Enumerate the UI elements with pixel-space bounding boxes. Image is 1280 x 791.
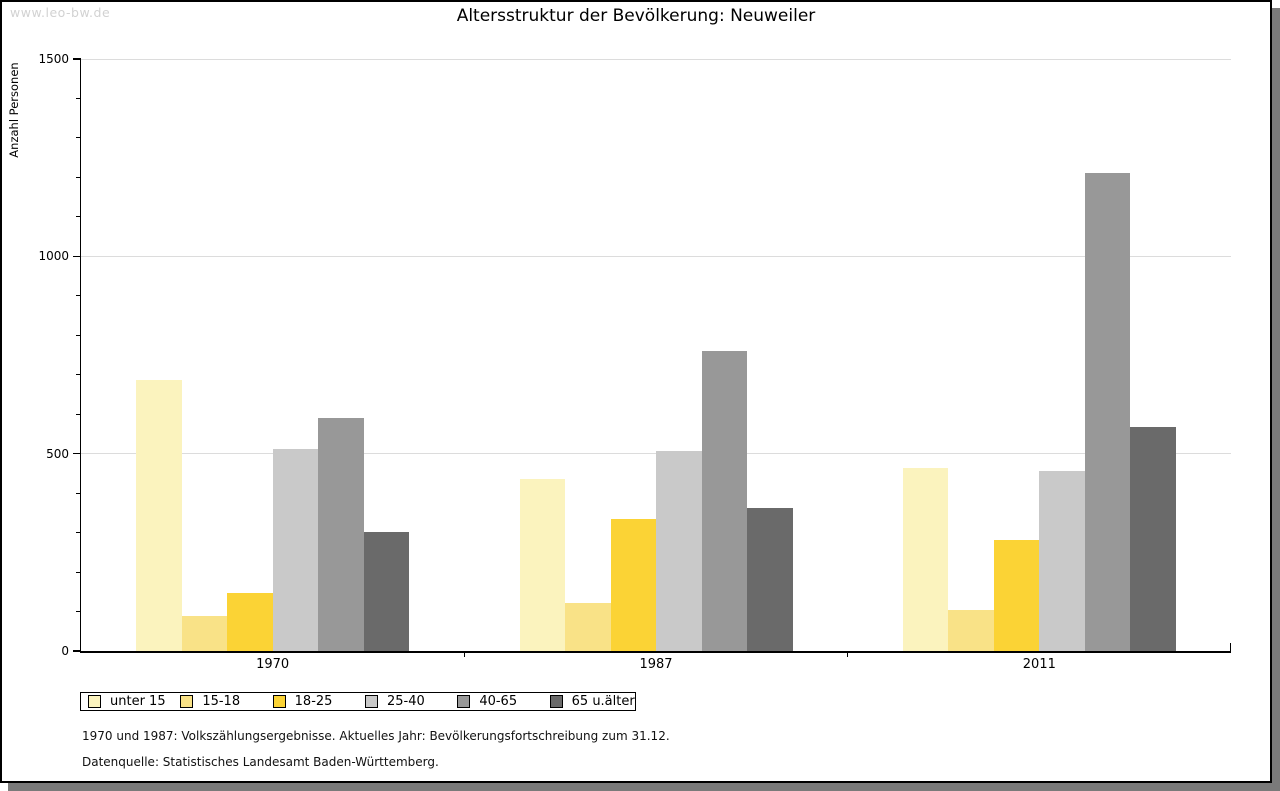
bar	[519, 478, 565, 651]
bar	[747, 508, 793, 651]
legend-swatch-icon	[88, 695, 101, 708]
legend-swatch-icon	[272, 695, 286, 708]
footnote-line-2: Datenquelle: Statistisches Landesamt Bad…	[82, 755, 439, 769]
bar	[565, 603, 611, 651]
bar	[1039, 470, 1085, 651]
y-tick-major	[73, 452, 81, 455]
y-tick-minor	[76, 374, 81, 376]
bar	[272, 449, 319, 651]
bar	[181, 615, 228, 651]
bar	[1130, 426, 1176, 651]
y-tick-label: 0	[61, 644, 69, 658]
bar	[363, 531, 410, 651]
bar	[701, 351, 747, 651]
y-tick-minor	[76, 295, 81, 297]
y-tick-major	[73, 255, 81, 258]
y-tick-minor	[76, 532, 81, 534]
x-tick	[463, 652, 465, 657]
bar	[227, 593, 273, 651]
y-tick-minor	[76, 611, 81, 613]
x-axis-endcap	[1229, 643, 1231, 651]
legend-swatch-icon	[549, 695, 563, 708]
y-tick-minor	[76, 334, 81, 336]
legend-item: 40-65	[450, 694, 542, 709]
legend-label: 40-65	[479, 694, 518, 709]
y-tick-minor	[76, 413, 81, 415]
y-tick-minor	[76, 492, 81, 494]
bar	[136, 379, 182, 651]
legend: unter 15 15-18 18-25 25-40 40-65 65 u.älter	[80, 692, 636, 711]
y-tick-minor	[76, 137, 81, 139]
legend-item: 18-25	[266, 694, 358, 709]
y-tick-minor	[76, 571, 81, 573]
x-category-label: 1970	[256, 657, 290, 672]
y-tick-minor	[76, 176, 81, 178]
x-axis-line	[79, 651, 1231, 653]
legend-label: unter 15	[110, 694, 166, 709]
legend-item: 15-18	[173, 694, 265, 709]
y-tick-label: 500	[46, 446, 69, 461]
gridline	[81, 255, 1231, 257]
y-axis-line	[79, 59, 81, 653]
watermark-text: www.leo-bw.de	[10, 5, 111, 20]
legend-swatch-icon	[180, 695, 194, 708]
bar	[656, 450, 702, 651]
legend-label: 18-25	[294, 694, 333, 709]
plot-area: Anzahl Personen 0 500 1000 1500 1970 1987 2011	[2, 2, 1270, 781]
legend-swatch-icon	[457, 695, 471, 708]
y-tick-major	[73, 58, 81, 60]
legend-label: 25-40	[386, 694, 425, 709]
bar	[318, 418, 364, 651]
y-tick-label: 1000	[38, 249, 69, 264]
legend-label: 15-18	[202, 694, 241, 709]
y-axis-label: Anzahl Personen	[7, 62, 21, 158]
legend-label: 65 u.älter	[571, 694, 635, 709]
y-tick-minor	[76, 216, 81, 218]
bar	[610, 519, 656, 651]
x-tick	[847, 652, 849, 657]
bar	[948, 609, 994, 651]
legend-item: 65 u.älter	[543, 694, 635, 709]
chart-title: Altersstruktur der Bevölkerung: Neuweile…	[456, 6, 816, 26]
y-tick-major	[73, 650, 81, 652]
bar	[993, 540, 1040, 651]
bar	[1084, 173, 1131, 651]
bar	[902, 468, 949, 651]
x-category-label: 1987	[639, 657, 673, 672]
x-category-label: 2011	[1022, 657, 1056, 672]
gridline	[81, 58, 1231, 60]
legend-item: 25-40	[358, 694, 450, 709]
y-tick-label: 1500	[38, 52, 69, 66]
footnote-line-1: 1970 und 1987: Volkszählungsergebnisse. …	[82, 729, 670, 743]
legend-item: unter 15	[81, 694, 173, 709]
legend-swatch-icon	[364, 695, 378, 708]
y-tick-minor	[76, 97, 81, 99]
